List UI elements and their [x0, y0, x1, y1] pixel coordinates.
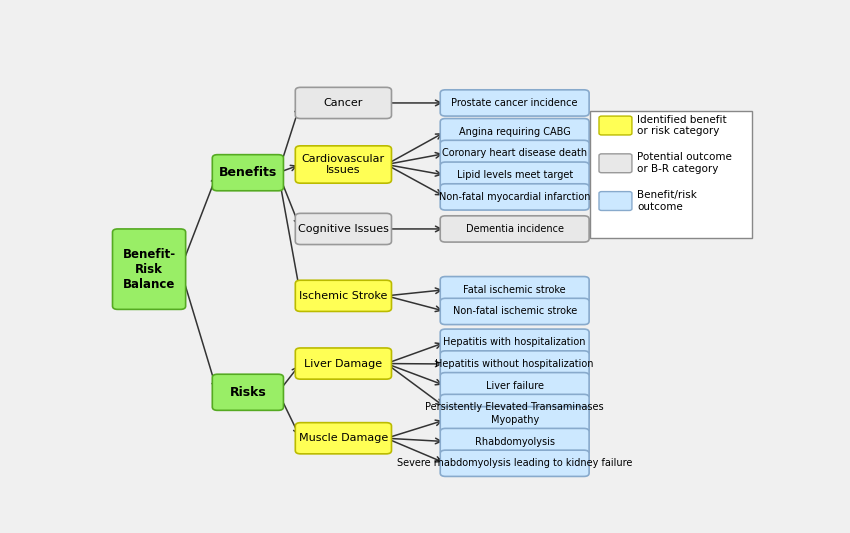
FancyBboxPatch shape — [440, 394, 589, 421]
Text: Severe rhabdomyolysis leading to kidney failure: Severe rhabdomyolysis leading to kidney … — [397, 458, 632, 469]
Text: Cancer: Cancer — [324, 98, 363, 108]
Text: Liver Damage: Liver Damage — [304, 359, 382, 368]
Text: Hepatitis without hospitalization: Hepatitis without hospitalization — [435, 359, 594, 369]
FancyBboxPatch shape — [295, 87, 392, 118]
Text: Benefit-
Risk
Balance: Benefit- Risk Balance — [122, 248, 176, 290]
Text: Hepatitis with hospitalization: Hepatitis with hospitalization — [444, 337, 586, 347]
Text: Liver failure: Liver failure — [485, 381, 544, 391]
FancyBboxPatch shape — [295, 280, 392, 311]
Text: Cardiovascular
Issues: Cardiovascular Issues — [302, 154, 385, 175]
Text: Dementia incidence: Dementia incidence — [466, 224, 564, 234]
FancyBboxPatch shape — [440, 450, 589, 477]
FancyBboxPatch shape — [295, 423, 392, 454]
Text: Non-fatal ischemic stroke: Non-fatal ischemic stroke — [452, 306, 577, 317]
FancyBboxPatch shape — [440, 407, 589, 433]
FancyBboxPatch shape — [440, 162, 589, 188]
FancyBboxPatch shape — [295, 146, 392, 183]
FancyBboxPatch shape — [295, 213, 392, 245]
FancyBboxPatch shape — [440, 118, 589, 145]
Text: Persistently Elevated Transaminases: Persistently Elevated Transaminases — [425, 402, 604, 413]
Text: Coronary heart disease death: Coronary heart disease death — [442, 148, 587, 158]
Text: Risks: Risks — [230, 386, 266, 399]
Text: Identified benefit
or risk category: Identified benefit or risk category — [638, 115, 727, 136]
Text: Lipid levels meet target: Lipid levels meet target — [456, 170, 573, 180]
FancyBboxPatch shape — [440, 140, 589, 166]
FancyBboxPatch shape — [599, 191, 632, 211]
FancyBboxPatch shape — [295, 348, 392, 379]
FancyBboxPatch shape — [212, 374, 283, 410]
FancyBboxPatch shape — [440, 90, 589, 116]
FancyBboxPatch shape — [440, 373, 589, 399]
FancyBboxPatch shape — [440, 429, 589, 455]
Text: Cognitive Issues: Cognitive Issues — [298, 224, 388, 234]
Text: Non-fatal myocardial infarction: Non-fatal myocardial infarction — [439, 192, 591, 202]
FancyBboxPatch shape — [440, 351, 589, 377]
Text: Benefit/risk
outcome: Benefit/risk outcome — [638, 190, 697, 212]
FancyBboxPatch shape — [440, 329, 589, 356]
FancyBboxPatch shape — [440, 277, 589, 303]
FancyBboxPatch shape — [440, 298, 589, 325]
FancyBboxPatch shape — [112, 229, 185, 309]
Text: Benefits: Benefits — [218, 166, 277, 179]
Text: Muscle Damage: Muscle Damage — [298, 433, 388, 443]
FancyBboxPatch shape — [599, 116, 632, 135]
FancyBboxPatch shape — [440, 216, 589, 242]
Text: Prostate cancer incidence: Prostate cancer incidence — [451, 98, 578, 108]
FancyBboxPatch shape — [591, 111, 751, 238]
Text: Angina requiring CABG: Angina requiring CABG — [459, 127, 570, 136]
FancyBboxPatch shape — [212, 155, 283, 191]
Text: Potential outcome
or B-R category: Potential outcome or B-R category — [638, 152, 732, 174]
FancyBboxPatch shape — [599, 154, 632, 173]
Text: Fatal ischemic stroke: Fatal ischemic stroke — [463, 285, 566, 295]
Text: Rhabdomyolysis: Rhabdomyolysis — [474, 437, 555, 447]
FancyBboxPatch shape — [440, 184, 589, 210]
Text: Myopathy: Myopathy — [490, 415, 539, 425]
Text: Ischemic Stroke: Ischemic Stroke — [299, 291, 388, 301]
